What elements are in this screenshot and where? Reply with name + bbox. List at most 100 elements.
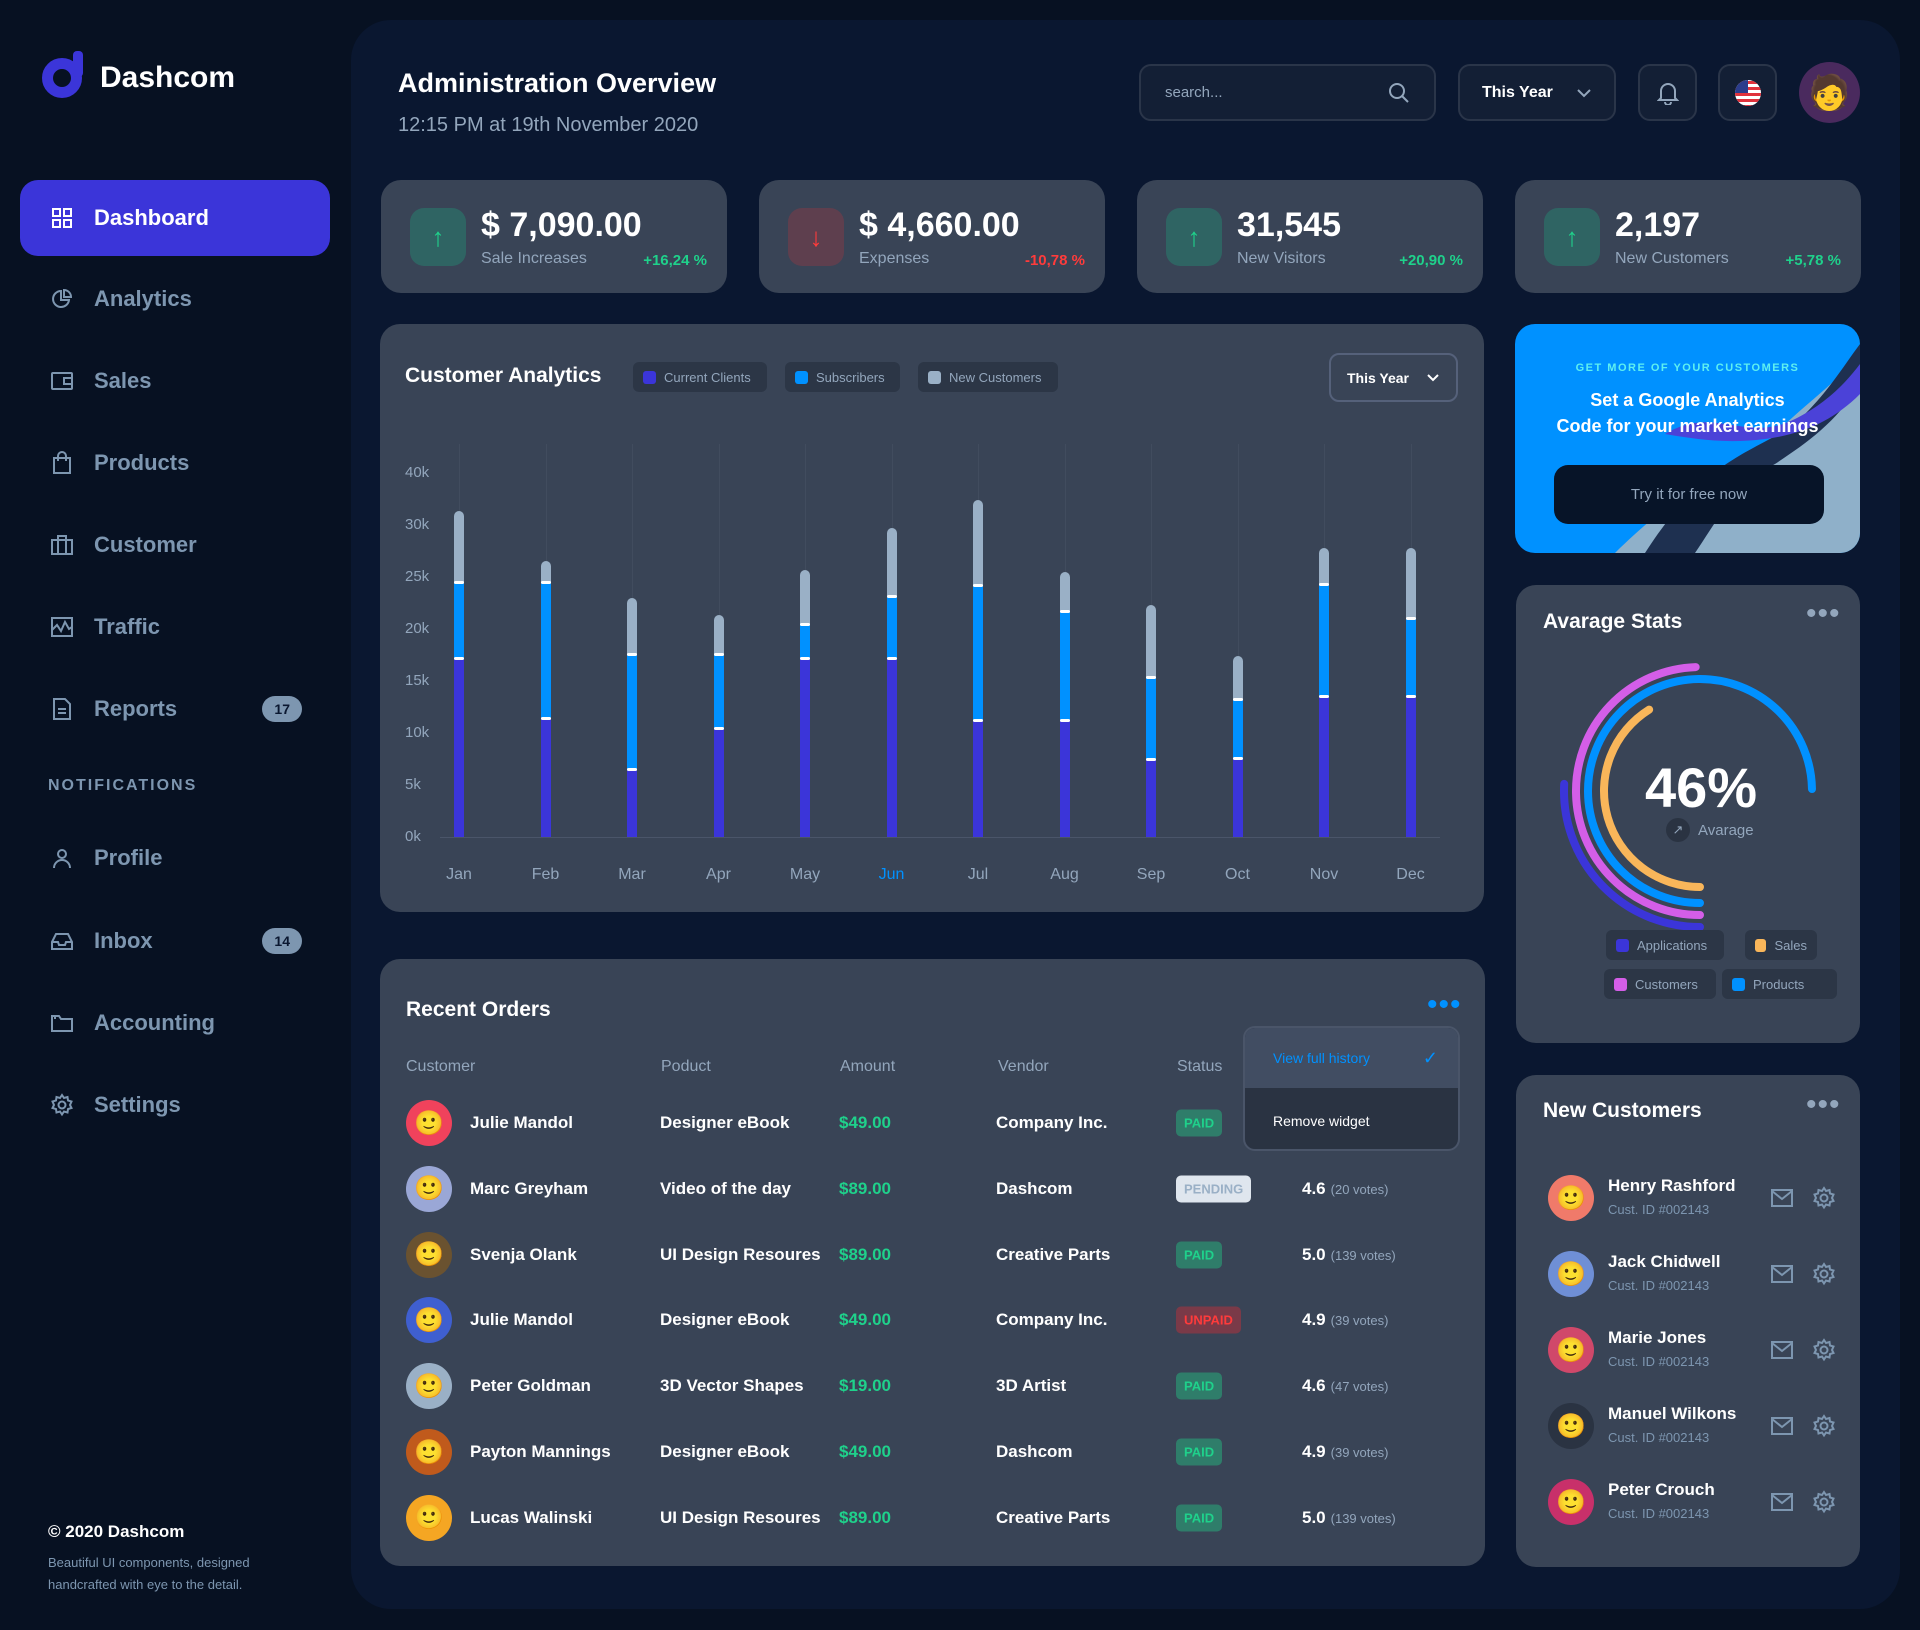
amount: $89.00 [839,1244,891,1264]
segment-divider [454,581,464,585]
sidebar-item-profile[interactable]: Profile [20,820,330,896]
grid-icon [50,206,74,230]
mail-icon[interactable] [1770,1492,1794,1517]
average-stats-card: Avarage Stats ••• 46% ↗ Avarage Applicat… [1516,585,1860,1043]
notifications-button[interactable] [1638,64,1697,121]
segment-divider [886,594,897,598]
sidebar-item-analytics[interactable]: Analytics [20,261,330,337]
gear-icon[interactable] [1812,1262,1836,1291]
bar-new-customers[interactable] [454,511,464,584]
sidebar-item-settings[interactable]: Settings [20,1067,330,1143]
more-options-icon[interactable]: ••• [1806,1088,1841,1121]
rating-votes: (139 votes) [1330,1247,1396,1263]
sidebar-item-accounting[interactable]: Accounting [20,985,330,1061]
rating-votes: (39 votes) [1330,1313,1389,1329]
bar-current-clients[interactable] [1146,760,1156,837]
bar-current-clients[interactable] [1232,759,1243,837]
view-full-history-item[interactable]: View full history ✓ [1245,1028,1458,1088]
bar-current-clients[interactable] [886,659,897,837]
logo[interactable]: Dashcom [42,51,235,98]
bar-current-clients[interactable] [627,770,637,837]
sidebar-item-traffic[interactable]: Traffic [20,589,330,665]
legend-item[interactable]: New Customers [918,362,1058,392]
mail-icon[interactable] [1770,1264,1794,1289]
bar-subscribers[interactable] [886,596,897,660]
bar-current-clients[interactable] [1405,696,1416,837]
legend-label: Applications [1637,937,1708,953]
stat-change: +16,24 % [643,252,707,269]
bar-new-customers[interactable] [1059,571,1070,613]
segment-divider [1059,610,1070,614]
widget-menu: View full history ✓ Remove widget [1243,1026,1460,1151]
period-dropdown[interactable]: This Year [1458,64,1616,121]
sidebar-item-sales[interactable]: Sales [20,343,330,419]
bar-current-clients[interactable] [454,659,464,837]
sidebar-item-inbox[interactable]: Inbox 14 [20,903,330,979]
legend-item[interactable]: Sales [1745,930,1817,960]
bar-current-clients[interactable] [540,719,551,837]
bar-subscribers[interactable] [627,655,637,771]
user-avatar[interactable]: 🧑 [1799,62,1860,123]
x-tick-label: Jul [967,866,989,883]
y-tick-label: 10k [405,724,430,741]
bar-subscribers[interactable] [1232,699,1243,759]
legend-swatch [643,370,656,384]
sidebar-item-dashboard[interactable]: Dashboard [20,180,330,256]
bar-subscribers[interactable] [1405,618,1416,697]
bar-subscribers[interactable] [713,655,724,729]
bar-subscribers[interactable] [1319,585,1329,697]
sidebar-item-customer[interactable]: Customer [20,507,330,583]
bar-new-customers[interactable] [973,500,983,587]
bar-new-customers[interactable] [1232,656,1243,700]
bar-new-customers[interactable] [886,528,897,597]
bar-subscribers[interactable] [1059,612,1070,721]
legend-item[interactable]: Products [1722,969,1837,999]
bar-new-customers[interactable] [1405,547,1416,619]
sidebar-item-products[interactable]: Products [20,425,330,501]
stat-label: Sale Increases [481,250,587,267]
more-options-icon[interactable]: ••• [1806,597,1841,630]
more-options-icon[interactable]: ••• [1427,988,1462,1021]
bar-new-customers[interactable] [800,569,810,625]
period-label: This Year [1482,83,1553,101]
rating: 5.0 (139 votes) [1302,1245,1396,1265]
search-icon [1389,82,1409,103]
try-free-button[interactable]: Try it for free now [1554,465,1824,524]
customer-name: Marc Greyham [470,1178,589,1198]
gear-icon[interactable] [1812,1338,1836,1367]
remove-widget-item[interactable]: Remove widget [1273,1112,1370,1129]
legend-item[interactable]: Applications [1606,930,1724,960]
language-button[interactable] [1718,64,1777,121]
bar-current-clients[interactable] [713,728,724,837]
avatar: 🙂 [406,1165,452,1212]
search-input[interactable]: search... [1139,64,1436,121]
bar-subscribers[interactable] [1146,677,1156,761]
mail-icon[interactable] [1770,1416,1794,1441]
mail-icon[interactable] [1770,1188,1794,1213]
bar-new-customers[interactable] [627,597,637,655]
status-badge: PAID [1176,1109,1223,1137]
customer-name: Marie Jones [1608,1328,1707,1347]
x-tick-label: May [789,866,821,883]
bar-new-customers[interactable] [713,615,724,655]
legend-item[interactable]: Subscribers [785,362,900,392]
chart-period-dropdown[interactable]: This Year [1329,353,1458,402]
mail-icon[interactable] [1770,1340,1794,1365]
bar-subscribers[interactable] [800,624,810,660]
bar-current-clients[interactable] [800,659,810,837]
sidebar-item-reports[interactable]: Reports 17 [20,671,330,747]
bar-subscribers[interactable] [973,586,983,721]
bar-subscribers[interactable] [454,583,464,660]
bar-new-customers[interactable] [540,561,551,584]
legend-item[interactable]: Current Clients [633,362,767,392]
gear-icon[interactable] [1812,1490,1836,1519]
bar-current-clients[interactable] [1319,696,1329,837]
bar-current-clients[interactable] [973,720,983,837]
bar-new-customers[interactable] [1319,547,1329,586]
gear-icon[interactable] [1812,1186,1836,1215]
legend-item[interactable]: Customers [1604,969,1716,999]
bar-new-customers[interactable] [1146,605,1156,678]
bar-current-clients[interactable] [1059,720,1070,837]
gear-icon[interactable] [1812,1414,1836,1443]
bar-subscribers[interactable] [540,583,551,720]
